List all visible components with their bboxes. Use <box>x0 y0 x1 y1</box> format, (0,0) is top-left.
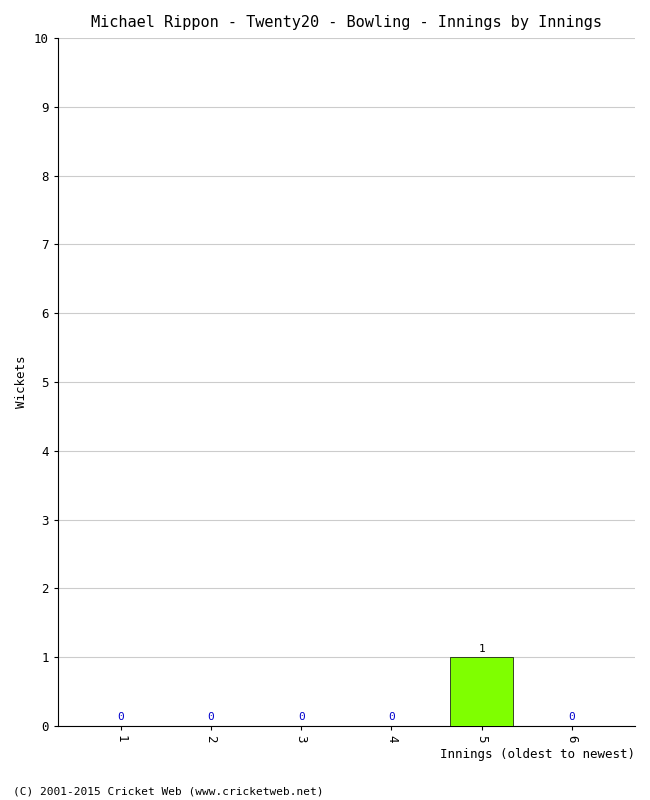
Text: 0: 0 <box>388 713 395 722</box>
Bar <box>450 657 514 726</box>
Text: 0: 0 <box>118 713 124 722</box>
Title: Michael Rippon - Twenty20 - Bowling - Innings by Innings: Michael Rippon - Twenty20 - Bowling - In… <box>91 15 602 30</box>
Text: 0: 0 <box>298 713 305 722</box>
Text: (C) 2001-2015 Cricket Web (www.cricketweb.net): (C) 2001-2015 Cricket Web (www.cricketwe… <box>13 786 324 796</box>
Y-axis label: Wickets: Wickets <box>15 356 28 408</box>
Text: 1: 1 <box>478 644 485 654</box>
X-axis label: Innings (oldest to newest): Innings (oldest to newest) <box>440 748 635 761</box>
Text: 0: 0 <box>569 713 575 722</box>
Text: 0: 0 <box>207 713 214 722</box>
